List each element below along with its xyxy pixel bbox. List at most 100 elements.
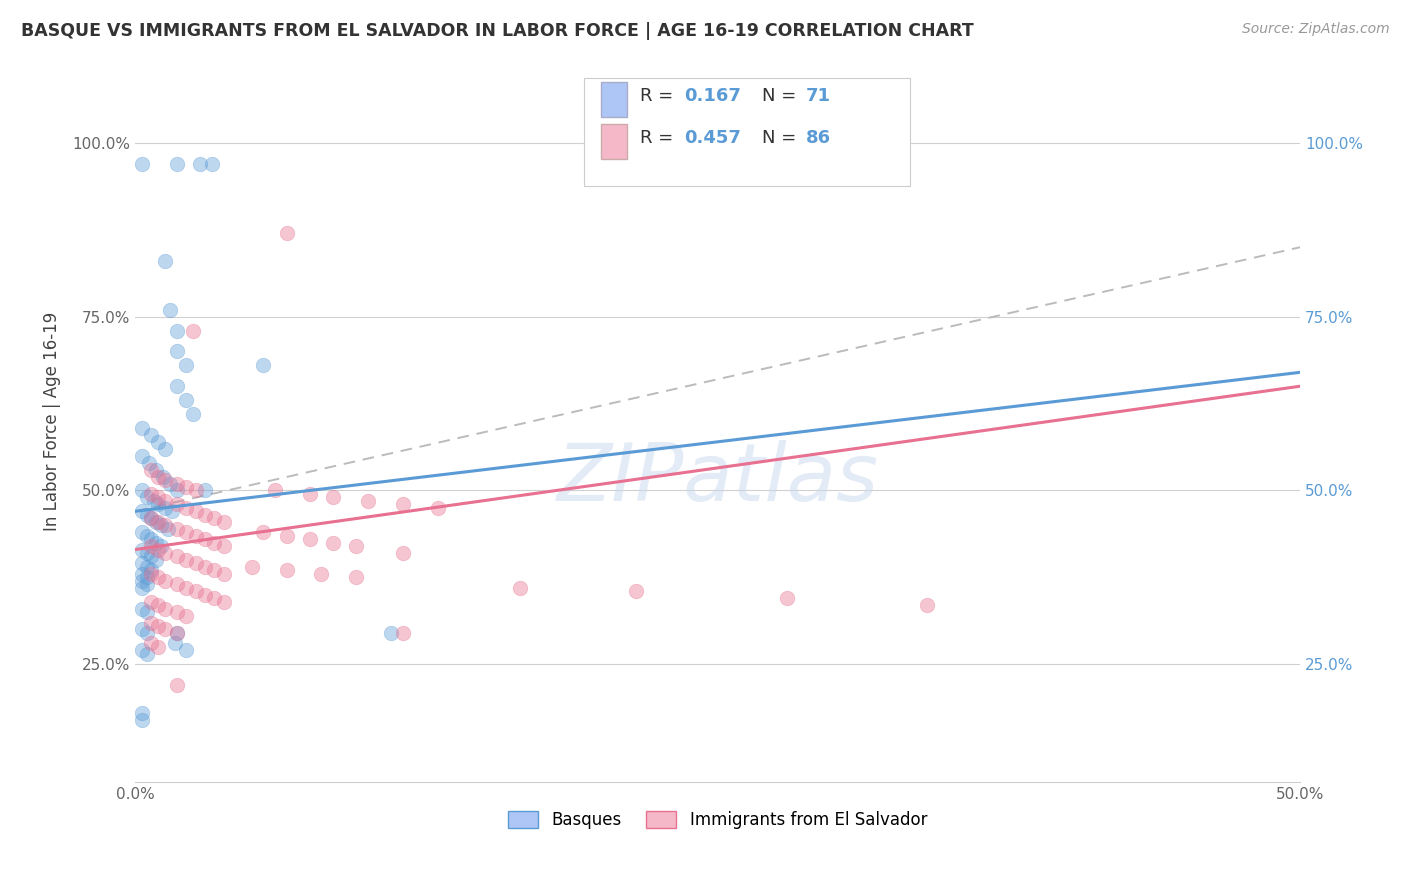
Point (212, 539, 235, 553)
Point (176, 480, 198, 494)
Point (166, 476, 188, 491)
Text: 0.457: 0.457 (683, 128, 741, 146)
Text: 0.167: 0.167 (683, 87, 741, 104)
Point (176, 525, 198, 540)
Point (131, 706, 153, 720)
Point (915, 598, 938, 612)
Point (155, 574, 177, 588)
Point (141, 615, 163, 630)
Point (156, 522, 179, 536)
Point (264, 483, 287, 498)
Point (131, 557, 153, 571)
Point (148, 619, 170, 633)
Point (131, 157, 153, 171)
Point (184, 528, 207, 542)
Point (166, 497, 188, 511)
Point (183, 407, 205, 421)
Point (135, 491, 157, 505)
Point (166, 626, 188, 640)
Point (276, 528, 298, 542)
Text: N =: N = (762, 87, 801, 104)
Point (184, 584, 207, 599)
Point (240, 560, 263, 574)
Point (148, 469, 170, 483)
Point (141, 428, 163, 442)
Point (131, 525, 153, 540)
Text: BASQUE VS IMMIGRANTS FROM EL SALVADOR IN LABOR FORCE | AGE 16-19 CORRELATION CHA: BASQUE VS IMMIGRANTS FROM EL SALVADOR IN… (21, 22, 974, 40)
Point (194, 588, 217, 602)
Point (252, 359, 274, 373)
Point (135, 508, 157, 522)
Point (135, 560, 157, 574)
Point (357, 494, 380, 508)
Point (155, 494, 177, 508)
Point (135, 546, 157, 560)
Point (184, 557, 207, 571)
Point (131, 601, 153, 615)
Point (148, 491, 170, 505)
Point (166, 157, 188, 171)
Point (202, 563, 225, 577)
Point (149, 539, 172, 553)
Point (163, 636, 186, 650)
Point (194, 560, 217, 574)
Point (276, 563, 298, 577)
Point (149, 518, 172, 533)
Point (131, 504, 153, 518)
Text: Source: ZipAtlas.com: Source: ZipAtlas.com (1241, 22, 1389, 37)
Point (145, 462, 167, 476)
Point (322, 491, 344, 505)
Text: ZIPatlas: ZIPatlas (557, 440, 879, 517)
Point (148, 640, 170, 654)
Point (212, 595, 235, 609)
Text: R =: R = (640, 87, 679, 104)
Point (131, 623, 153, 637)
Point (145, 535, 167, 549)
Point (141, 549, 163, 564)
Point (188, 157, 211, 171)
Point (131, 713, 153, 727)
Point (392, 626, 415, 640)
Point (141, 563, 163, 577)
Point (380, 626, 402, 640)
Point (298, 532, 321, 546)
Point (155, 442, 177, 456)
Point (155, 546, 177, 560)
Point (141, 462, 163, 476)
Point (176, 359, 198, 373)
Point (148, 570, 170, 584)
Point (131, 542, 153, 557)
Point (145, 553, 167, 567)
Point (141, 511, 163, 525)
Point (135, 528, 157, 542)
Point (176, 393, 198, 408)
Point (427, 500, 450, 515)
Point (166, 483, 188, 498)
Point (184, 504, 207, 518)
FancyBboxPatch shape (583, 78, 910, 186)
Point (298, 487, 321, 501)
Point (346, 570, 368, 584)
Point (176, 500, 198, 515)
Point (131, 566, 153, 581)
Point (142, 494, 165, 508)
Text: 71: 71 (806, 87, 831, 104)
Point (131, 421, 153, 435)
Point (141, 532, 163, 546)
Point (148, 598, 170, 612)
Point (155, 518, 177, 533)
Point (159, 476, 181, 491)
Point (212, 515, 235, 529)
Point (166, 577, 188, 591)
Text: 86: 86 (806, 128, 831, 146)
Point (202, 591, 225, 606)
Point (148, 515, 170, 529)
Point (138, 456, 160, 470)
Point (148, 434, 170, 449)
Point (135, 570, 157, 584)
Point (141, 487, 163, 501)
Point (166, 344, 188, 359)
Point (166, 605, 188, 619)
FancyBboxPatch shape (600, 82, 627, 117)
Point (131, 449, 153, 463)
